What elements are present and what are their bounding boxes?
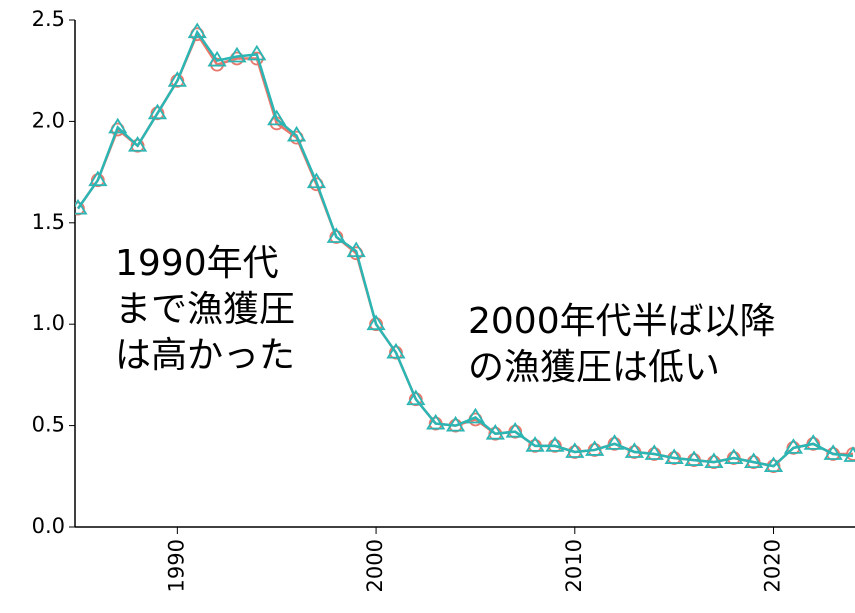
plot-area bbox=[75, 22, 855, 474]
point bbox=[150, 106, 165, 121]
point bbox=[408, 392, 423, 407]
point bbox=[389, 345, 403, 360]
point bbox=[267, 109, 287, 126]
annotation: まで漁獲圧 bbox=[115, 289, 295, 330]
point bbox=[465, 407, 486, 424]
point bbox=[565, 442, 585, 458]
y-tick-label: 2.5 bbox=[32, 7, 65, 31]
point bbox=[346, 241, 366, 258]
point bbox=[607, 436, 622, 451]
point bbox=[207, 50, 227, 67]
y-tick-label: 1.5 bbox=[32, 210, 65, 234]
point bbox=[803, 434, 823, 450]
point bbox=[247, 44, 267, 61]
point bbox=[249, 51, 264, 66]
y-tick-label: 0.5 bbox=[32, 413, 65, 437]
point bbox=[545, 436, 565, 452]
point bbox=[684, 450, 704, 466]
point bbox=[108, 117, 128, 134]
point bbox=[386, 342, 406, 359]
y-tick-label: 2.0 bbox=[32, 108, 65, 132]
point bbox=[167, 71, 187, 87]
point bbox=[286, 125, 307, 142]
point bbox=[644, 444, 664, 460]
annotation: の漁獲圧は低い bbox=[468, 347, 720, 388]
point bbox=[369, 317, 383, 332]
series-line bbox=[76, 29, 854, 468]
point bbox=[127, 136, 148, 152]
point bbox=[90, 173, 105, 188]
point bbox=[445, 415, 466, 432]
x-tick-label: 2020 bbox=[761, 539, 785, 592]
point bbox=[763, 456, 784, 473]
point bbox=[505, 421, 525, 438]
point bbox=[704, 452, 724, 469]
x-tick-label: 2010 bbox=[562, 539, 586, 592]
y-tick-label: 1.0 bbox=[32, 311, 65, 335]
point bbox=[306, 172, 327, 189]
y-tick-label: 0.0 bbox=[32, 514, 65, 538]
point bbox=[326, 227, 346, 243]
point bbox=[585, 440, 605, 456]
point bbox=[227, 46, 247, 63]
point bbox=[724, 448, 744, 464]
point bbox=[744, 452, 764, 469]
point bbox=[75, 201, 85, 216]
point bbox=[664, 448, 684, 464]
point bbox=[426, 413, 446, 430]
point bbox=[783, 438, 804, 454]
point bbox=[604, 434, 625, 450]
annotation: 1990年代 bbox=[115, 243, 279, 284]
point bbox=[147, 103, 168, 120]
point bbox=[187, 22, 207, 39]
point bbox=[843, 446, 855, 462]
point bbox=[624, 442, 645, 458]
point bbox=[75, 198, 88, 215]
point bbox=[329, 230, 344, 244]
point bbox=[406, 389, 426, 406]
point bbox=[525, 436, 545, 452]
x-tick-label: 2000 bbox=[363, 539, 387, 592]
point bbox=[130, 138, 145, 153]
point bbox=[170, 73, 185, 88]
annotation: 2000年代半ば以降 bbox=[468, 301, 776, 342]
point bbox=[88, 170, 108, 187]
x-tick-label: 1990 bbox=[164, 539, 188, 592]
point bbox=[366, 314, 386, 331]
point bbox=[823, 444, 843, 460]
annotation: は高かった bbox=[115, 335, 295, 376]
point bbox=[485, 423, 505, 440]
